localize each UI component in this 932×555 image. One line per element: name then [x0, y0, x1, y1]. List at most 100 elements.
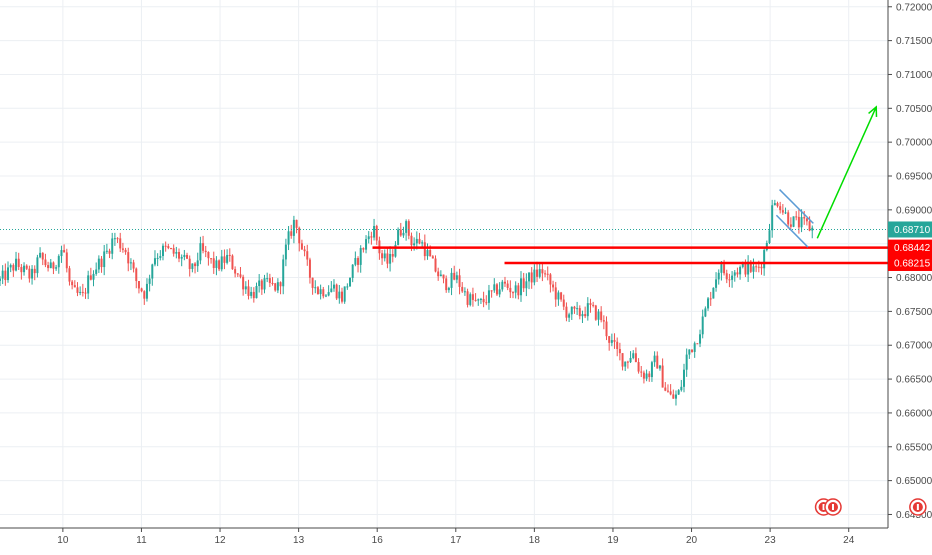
- candle-body: [354, 258, 357, 265]
- candle-body: [552, 284, 555, 288]
- candle-body: [648, 373, 651, 378]
- candle-body: [210, 258, 213, 260]
- candle-body: [164, 245, 167, 247]
- candle-body: [728, 279, 731, 281]
- level-price-tag-0-bg: [888, 239, 932, 256]
- candle-body: [672, 394, 675, 399]
- level-price-tag-1: 0.68215: [888, 254, 932, 271]
- arrow-line: [816, 106, 877, 239]
- candle-body: [127, 252, 130, 264]
- candle-body: [178, 252, 181, 259]
- candle-body: [501, 281, 504, 290]
- y-tick-label: 0.71500: [896, 36, 932, 47]
- candle-body: [375, 225, 378, 241]
- candle-body: [461, 286, 464, 292]
- candle-body: [1, 270, 4, 279]
- candle-body: [760, 266, 763, 269]
- candle-body: [335, 284, 338, 299]
- candle-body: [691, 349, 694, 352]
- candle-body: [715, 279, 718, 288]
- candle-body: [303, 249, 306, 252]
- candle-body: [520, 278, 523, 296]
- y-tick-label: 0.71000: [896, 70, 932, 81]
- candle-body: [511, 292, 514, 294]
- candle-body: [274, 283, 277, 291]
- candle-body: [789, 224, 792, 227]
- candle-body: [298, 227, 301, 244]
- candle-body: [36, 257, 39, 274]
- candle-body: [784, 212, 787, 214]
- candle-body: [95, 269, 98, 274]
- candle-body: [811, 227, 814, 231]
- y-tick-label: 0.72000: [896, 2, 932, 13]
- candle-body: [218, 260, 221, 270]
- candle-body: [351, 264, 354, 278]
- candle-body: [359, 248, 362, 265]
- candle-body: [17, 258, 20, 268]
- x-tick-label: 13: [293, 535, 305, 546]
- candle-body: [699, 334, 702, 344]
- candle-body: [258, 280, 261, 287]
- x-tick-label: 19: [607, 535, 619, 546]
- candle-body: [549, 274, 552, 285]
- candle-body: [44, 259, 47, 266]
- candle-body: [292, 219, 295, 236]
- candle-body: [87, 275, 90, 294]
- x-tick-label: 17: [450, 535, 462, 546]
- candle-body: [482, 298, 485, 303]
- candle-body: [669, 391, 672, 395]
- candle-body: [709, 298, 712, 300]
- flag-lower-line: [775, 214, 809, 248]
- candle-body: [180, 256, 183, 259]
- candle-body: [658, 365, 661, 369]
- candle-body: [528, 272, 531, 282]
- candle-body: [338, 291, 341, 299]
- candle-body: [300, 243, 303, 250]
- candle-body: [768, 230, 771, 244]
- candle-body: [124, 249, 127, 253]
- candle-body: [28, 268, 31, 279]
- candle-body: [244, 286, 247, 290]
- candle-body: [15, 258, 18, 271]
- candle-body: [477, 299, 480, 301]
- x-tick-label: 23: [765, 535, 777, 546]
- candle-body: [231, 255, 234, 270]
- candle-body: [439, 274, 442, 277]
- news-icon-glyph: [822, 504, 825, 510]
- candle-body: [506, 283, 509, 288]
- candle-body: [324, 295, 327, 297]
- candle-body: [578, 308, 581, 317]
- candle-body: [490, 290, 493, 292]
- candle-body: [295, 219, 298, 228]
- candle-body: [656, 355, 659, 369]
- y-tick-label: 0.68000: [896, 273, 932, 284]
- candle-body: [779, 206, 782, 211]
- candle-body: [156, 257, 159, 259]
- candle-body: [562, 299, 565, 307]
- candle-body: [407, 221, 410, 236]
- level-price-tag-0: 0.68442: [888, 239, 932, 256]
- candle-body: [282, 259, 285, 287]
- candle-body: [773, 203, 776, 206]
- candle-body: [263, 278, 266, 290]
- x-tick-label: 24: [843, 535, 855, 546]
- candle-body: [113, 238, 116, 240]
- drawings: [775, 105, 878, 248]
- level-price-tag-1-bg: [888, 254, 932, 271]
- candle-body: [365, 239, 368, 250]
- candle-body: [661, 365, 664, 388]
- candle-body: [677, 390, 680, 395]
- candle-body: [199, 243, 202, 261]
- candle-body: [31, 268, 34, 279]
- y-tick-label: 0.69000: [896, 205, 932, 216]
- candle-body: [458, 275, 461, 287]
- candle-body: [172, 248, 175, 254]
- candle-body: [664, 387, 667, 391]
- candle-body: [763, 250, 766, 269]
- candle-body: [226, 254, 229, 263]
- candle-body: [570, 306, 573, 315]
- candle-body: [140, 288, 143, 292]
- candle-body: [20, 267, 23, 273]
